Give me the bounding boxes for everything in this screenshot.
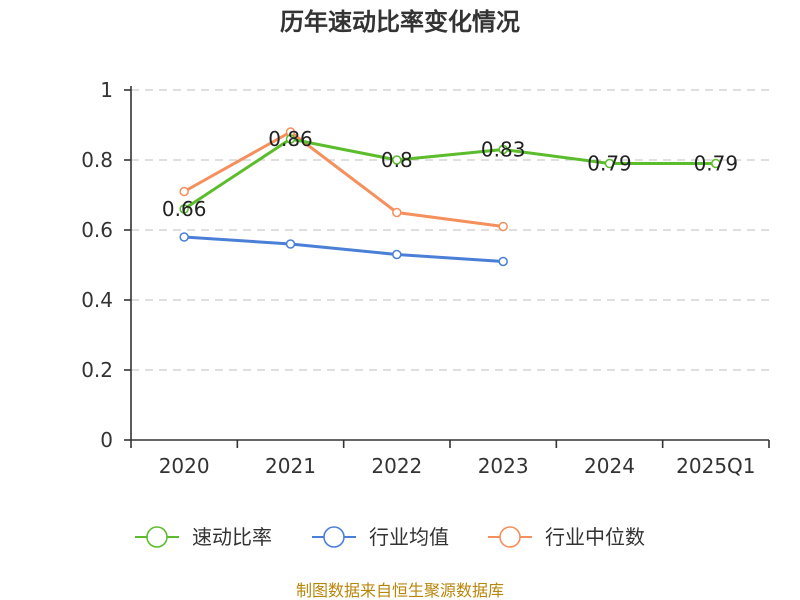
data-point — [285, 134, 296, 144]
data-point — [392, 207, 402, 218]
y-tick-label: 0.6 — [81, 218, 113, 242]
x-tick-label: 2020 — [159, 454, 210, 478]
legend-item-3: 行业中位数 — [488, 525, 645, 549]
legend-marker — [323, 526, 345, 548]
data-label: 0.86 — [268, 127, 313, 151]
data-point — [392, 155, 402, 165]
data-point — [604, 158, 615, 169]
y-tick-label: 0.8 — [81, 148, 113, 172]
legend-item-1: 速动比率 — [135, 525, 272, 549]
data-point — [179, 186, 189, 197]
data-point — [711, 158, 721, 169]
data-point — [498, 221, 508, 232]
data-label: 0.79 — [694, 152, 739, 176]
data-point — [179, 204, 189, 214]
x-tick-label: 2024 — [584, 454, 635, 478]
data-point — [498, 144, 508, 155]
x-tick-label: 2025Q1 — [676, 454, 755, 478]
series-1 — [179, 134, 721, 214]
y-tick-label: 1 — [100, 78, 113, 102]
series-line — [182, 130, 505, 228]
x-tick-label: 2021 — [265, 454, 316, 478]
legend-label: 行业中位数 — [545, 525, 645, 549]
legend-label: 速动比率 — [192, 525, 272, 549]
data-labels: 0.66 0.86 0.8 0.83 0.79 0.79 — [162, 127, 738, 221]
axes: 0 0.2 0.4 0.6 0.8 1 2020 2021 2022 2023 2024 2025Q1 — [81, 78, 770, 478]
data-label: 0.66 — [162, 197, 207, 221]
y-tick-label: 0.2 — [81, 358, 113, 382]
series-line — [182, 137, 718, 211]
series-lines — [179, 127, 721, 267]
y-tick-label: 0 — [100, 428, 113, 452]
chart-title: 历年速动比率变化情况 — [280, 8, 520, 36]
data-point — [285, 239, 296, 249]
x-tick-label: 2022 — [371, 454, 422, 478]
data-point — [498, 256, 508, 267]
legend-item-2: 行业均值 — [312, 525, 449, 549]
legend-marker — [499, 526, 521, 548]
legend: 速动比率 行业均值 行业中位数 — [135, 525, 645, 549]
data-point — [392, 249, 402, 260]
source-note: 制图数据来自恒生聚源数据库 — [296, 581, 504, 600]
data-point — [179, 232, 189, 242]
y-tick-label: 0.4 — [81, 288, 113, 312]
legend-label: 行业均值 — [369, 525, 449, 549]
data-label: 0.79 — [587, 152, 632, 176]
x-tick-label: 2023 — [478, 454, 529, 478]
series-2 — [179, 232, 508, 267]
data-label: 0.83 — [481, 138, 526, 162]
gridlines — [131, 89, 769, 371]
data-label: 0.8 — [381, 148, 413, 172]
series-line — [182, 235, 505, 263]
legend-marker — [146, 526, 168, 548]
